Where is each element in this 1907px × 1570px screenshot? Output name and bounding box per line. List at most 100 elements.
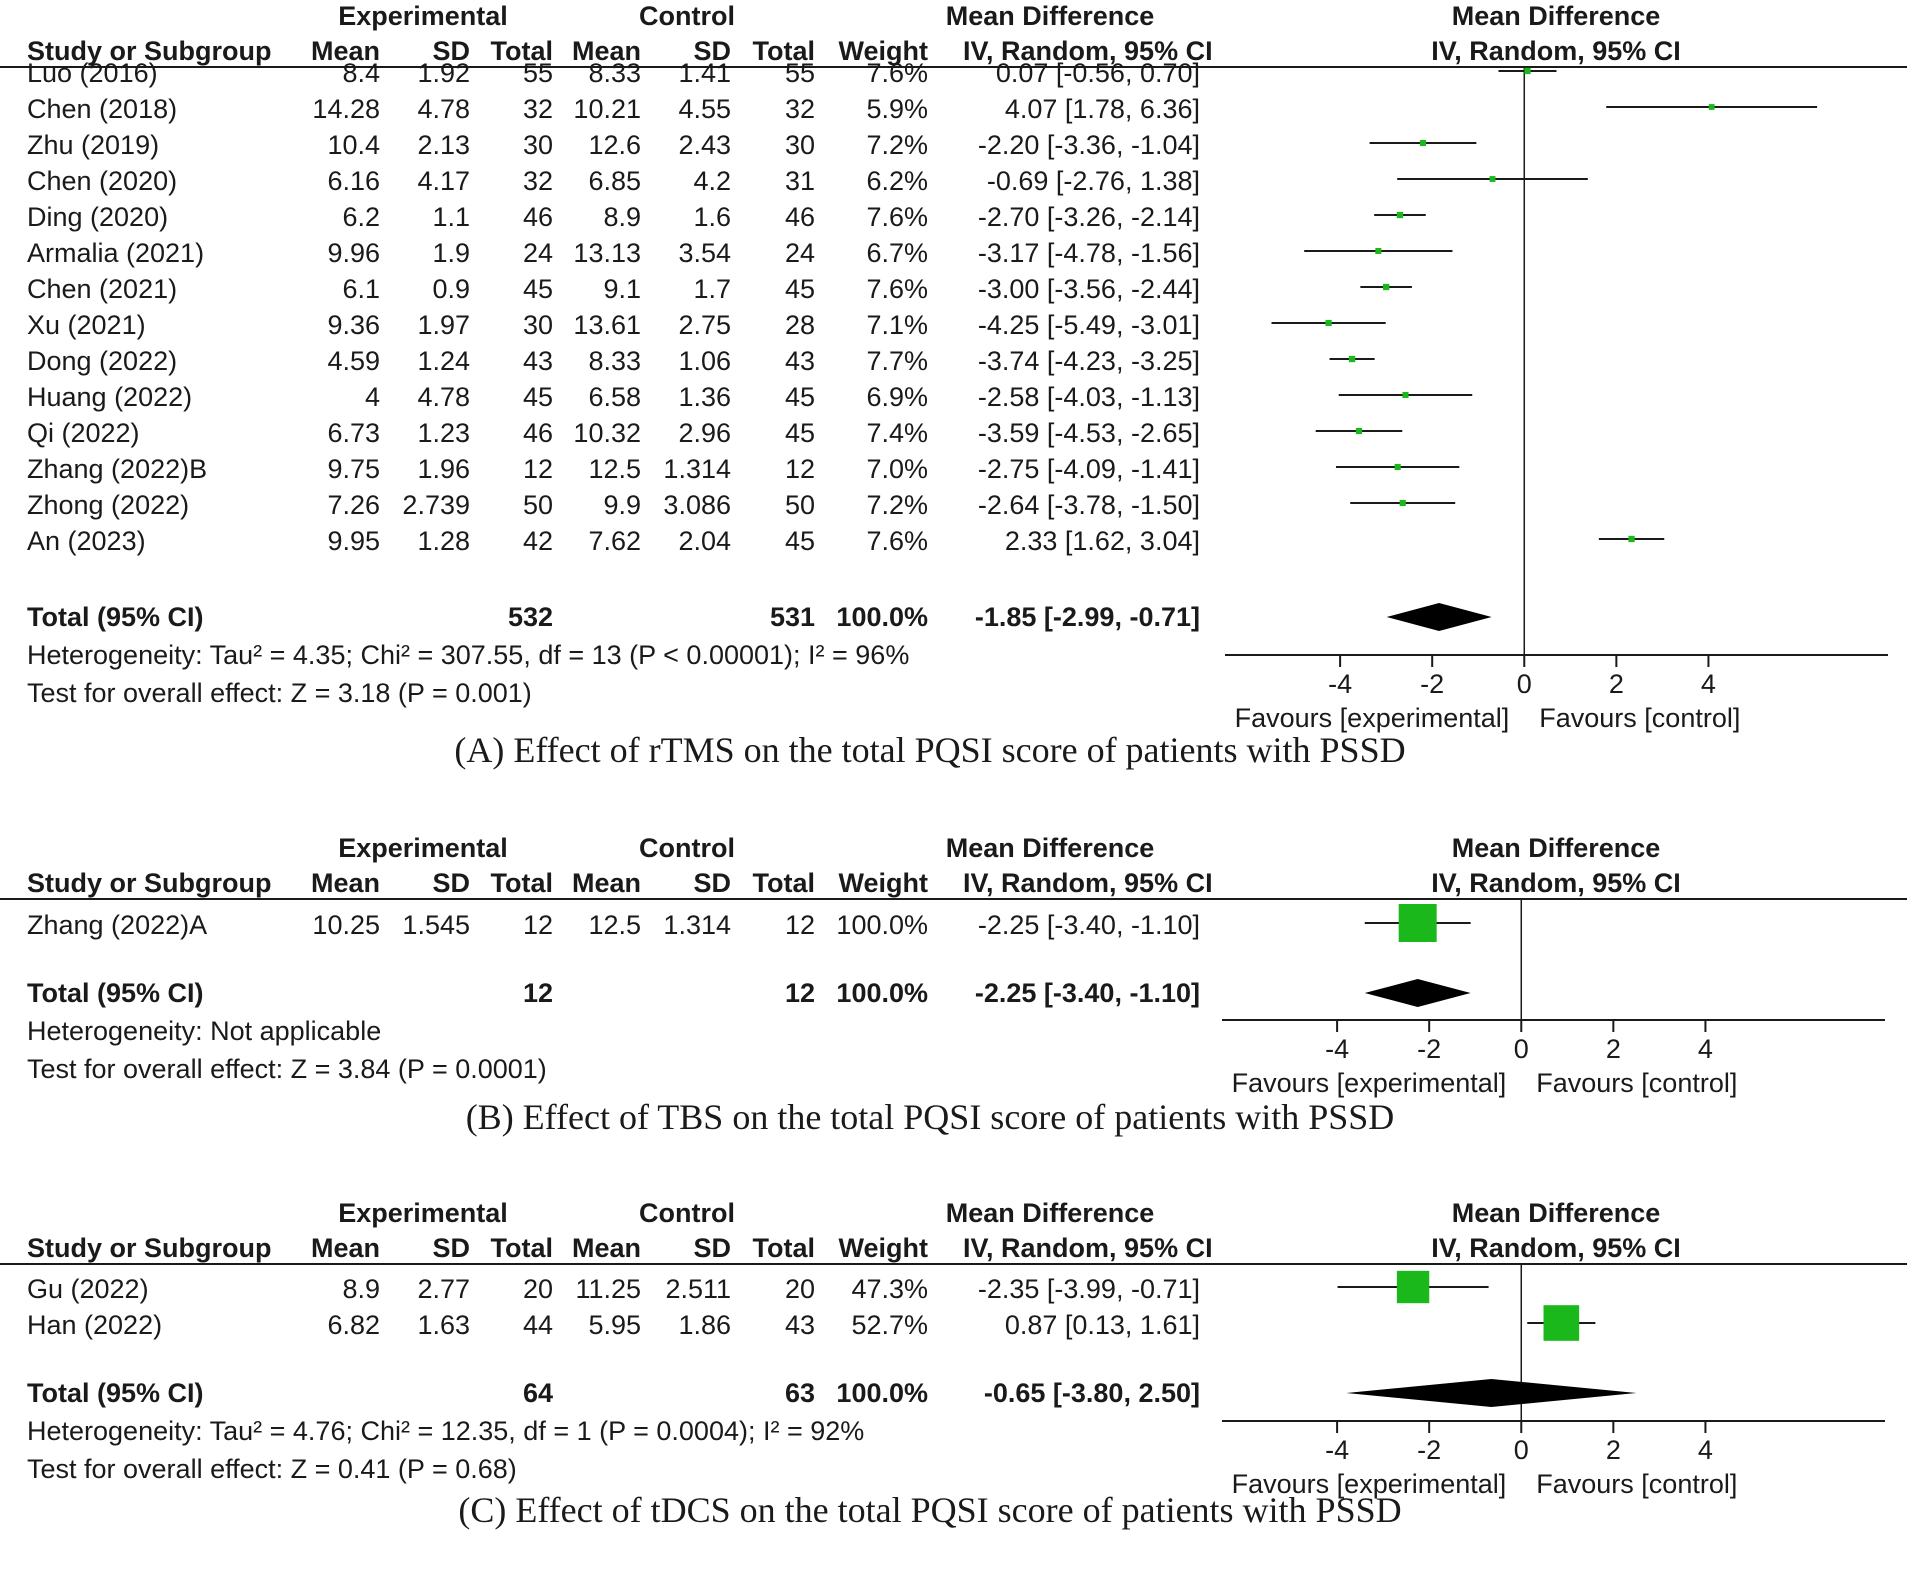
study-name: Xu (2021) — [27, 310, 146, 340]
study-ci: -2.58 [-4.03, -1.13] — [977, 382, 1200, 412]
study-e-sd: 1.28 — [417, 526, 470, 556]
study-c-total: 43 — [784, 1310, 815, 1340]
study-c-mean: 11.25 — [575, 1274, 641, 1304]
study-e-sd: 2.739 — [402, 490, 470, 520]
total-exp-n: 64 — [522, 1378, 553, 1408]
total-label: Total (95% CI) — [27, 978, 204, 1008]
weight-header: Weight — [838, 868, 929, 898]
study-effect-square — [1355, 427, 1363, 435]
study-name: An (2023) — [27, 526, 146, 556]
ctrl-total-header: Total — [752, 868, 816, 898]
plot-mean-difference-header: Mean Difference — [1451, 1, 1661, 31]
study-c-total: 28 — [784, 310, 815, 340]
study-c-total: 45 — [784, 382, 815, 412]
study-e-mean: 6.16 — [327, 166, 380, 196]
study-e-total: 42 — [522, 526, 553, 556]
study-e-sd: 4.78 — [417, 382, 470, 412]
study-e-mean: 6.2 — [342, 202, 380, 232]
study-e-sd: 4.17 — [417, 166, 470, 196]
study-e-sd: 1.545 — [402, 910, 470, 940]
study-name: Gu (2022) — [27, 1274, 149, 1304]
study-name: Armalia (2021) — [27, 238, 205, 268]
study-c-sd: 1.36 — [678, 382, 731, 412]
study-e-sd: 1.92 — [417, 58, 470, 88]
exp-total-header: Total — [490, 1233, 554, 1263]
study-e-total: 46 — [522, 418, 553, 448]
ci-method-header: IV, Random, 95% CI — [963, 1233, 1213, 1263]
study-e-total: 30 — [522, 310, 553, 340]
study-e-mean: 6.82 — [327, 1310, 380, 1340]
study-c-mean: 10.32 — [573, 418, 641, 448]
ctrl-total-header: Total — [752, 36, 816, 66]
study-ci: -2.75 [-4.09, -1.41] — [977, 454, 1200, 484]
study-e-mean: 9.75 — [327, 454, 380, 484]
favours-experimental-label: Favours [experimental] — [1235, 703, 1510, 733]
ci-method-header: IV, Random, 95% CI — [963, 36, 1213, 66]
favours-experimental-label: Favours [experimental] — [1232, 1469, 1507, 1499]
study-effect-square — [1383, 283, 1390, 291]
study-c-mean: 8.9 — [603, 202, 641, 232]
x-tick-label: 0 — [1514, 1034, 1529, 1064]
study-e-sd: 1.9 — [432, 238, 470, 268]
study-effect-square — [1399, 499, 1406, 507]
study-effect-square — [1419, 139, 1427, 147]
total-label: Total (95% CI) — [27, 602, 204, 632]
study-ci: 2.33 [1.62, 3.04] — [1004, 526, 1200, 556]
study-weight: 7.1% — [866, 310, 928, 340]
study-effect-square — [1489, 176, 1496, 182]
study-e-total: 55 — [522, 58, 553, 88]
heterogeneity-text: Heterogeneity: Not applicable — [27, 1016, 382, 1046]
study-e-mean: 9.96 — [327, 238, 380, 268]
study-c-total: 12 — [784, 910, 815, 940]
study-name: Zhang (2022)B — [27, 454, 208, 484]
study-e-total: 44 — [522, 1310, 553, 1340]
x-tick-label: -4 — [1325, 1034, 1349, 1064]
study-ci: -2.35 [-3.99, -0.71] — [977, 1274, 1200, 1304]
study-e-total: 12 — [522, 454, 553, 484]
x-tick-label: -2 — [1417, 1435, 1441, 1465]
study-e-total: 32 — [522, 166, 553, 196]
study-column-header: Study or Subgroup — [27, 36, 272, 66]
total-exp-n: 12 — [522, 978, 553, 1008]
ctrl-mean-header: Mean — [571, 1233, 641, 1263]
ctrl-sd-header: SD — [693, 1233, 731, 1263]
experimental-group-header: Experimental — [338, 833, 508, 863]
study-c-mean: 10.21 — [573, 94, 641, 124]
x-tick-label: 2 — [1609, 669, 1624, 699]
x-tick-label: 4 — [1701, 669, 1716, 699]
study-c-sd: 1.41 — [678, 58, 731, 88]
study-effect-square — [1396, 211, 1404, 219]
study-c-mean: 13.13 — [573, 238, 641, 268]
header-rule — [0, 1263, 1907, 1265]
study-c-total: 30 — [784, 130, 815, 160]
x-tick-label: 2 — [1606, 1435, 1621, 1465]
study-ci: -3.59 [-4.53, -2.65] — [977, 418, 1200, 448]
header-rule — [0, 66, 1907, 68]
ctrl-sd-header: SD — [693, 36, 731, 66]
study-weight: 7.6% — [866, 58, 928, 88]
study-name: Dong (2022) — [27, 346, 178, 376]
weight-header: Weight — [838, 1233, 929, 1263]
study-ci: 4.07 [1.78, 6.36] — [1004, 94, 1200, 124]
x-tick-label: -2 — [1420, 669, 1444, 699]
x-tick-label: 0 — [1514, 1435, 1529, 1465]
experimental-group-header: Experimental — [338, 1198, 508, 1228]
study-ci: 0.87 [0.13, 1.61] — [1004, 1310, 1200, 1340]
plot-mean-difference-header: Mean Difference — [1451, 1198, 1661, 1228]
study-ci: -3.74 [-4.23, -3.25] — [977, 346, 1200, 376]
study-e-mean: 8.9 — [342, 1274, 380, 1304]
study-effect-square — [1402, 391, 1409, 399]
study-c-total: 55 — [784, 58, 815, 88]
study-c-total: 20 — [784, 1274, 815, 1304]
study-e-total: 24 — [522, 238, 553, 268]
total-weight: 100.0% — [836, 978, 928, 1008]
total-weight: 100.0% — [836, 602, 928, 632]
study-weight: 100.0% — [836, 910, 928, 940]
study-name: Qi (2022) — [27, 418, 140, 448]
study-ci: -2.20 [-3.36, -1.04] — [977, 130, 1200, 160]
experimental-group-header: Experimental — [338, 1, 508, 31]
study-weight: 7.6% — [866, 526, 928, 556]
study-name: Han (2022) — [27, 1310, 163, 1340]
study-c-mean: 6.58 — [588, 382, 641, 412]
